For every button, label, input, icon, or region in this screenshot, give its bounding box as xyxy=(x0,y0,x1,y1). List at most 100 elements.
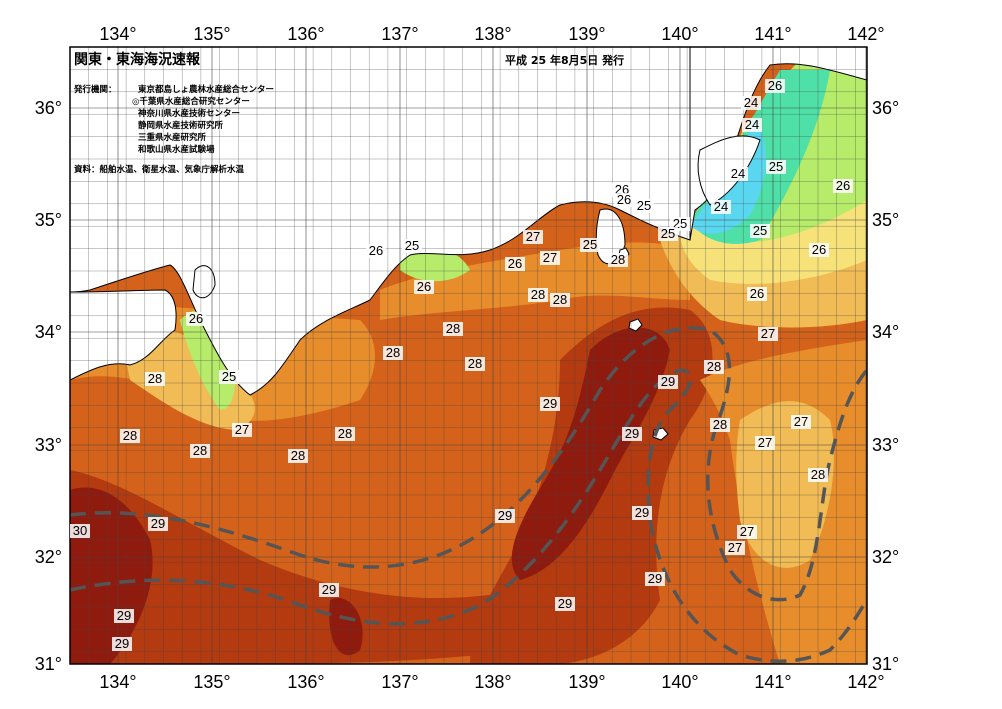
contour-label-bg xyxy=(540,397,560,411)
lat-tick-label: 31° xyxy=(872,654,899,674)
contour-label: 27 xyxy=(728,540,742,555)
contour-label-bg xyxy=(70,524,90,538)
contour-label: 25 xyxy=(583,237,597,252)
lon-tick-label: 138° xyxy=(474,672,511,692)
contour-label-bg xyxy=(632,506,652,520)
contour-label-bg xyxy=(550,293,570,307)
contour-label-bg xyxy=(523,230,543,244)
contour-label-bg xyxy=(495,509,515,523)
contour-label-bg xyxy=(465,357,485,371)
contour-label: 28 xyxy=(386,345,400,360)
contour-label: 26 xyxy=(508,256,522,271)
lon-tick-label: 140° xyxy=(661,672,698,692)
contour-label: 28 xyxy=(811,467,825,482)
lon-tick-label: 140° xyxy=(661,24,698,44)
contour-label-bg xyxy=(555,597,575,611)
land-awaji xyxy=(192,265,216,299)
contour-label: 25 xyxy=(405,238,419,253)
issuer-label: 発行機関： xyxy=(73,84,117,95)
contour-label: 27 xyxy=(761,326,775,341)
contour-label-bg xyxy=(747,287,767,301)
contour-label-bg xyxy=(319,583,339,597)
lon-tick-label: 141° xyxy=(754,672,791,692)
lon-tick-label: 142° xyxy=(847,24,884,44)
lat-tick-label: 36° xyxy=(872,98,899,118)
contour-label: 29 xyxy=(322,582,336,597)
lon-tick-label: 135° xyxy=(193,672,230,692)
contour-label-bg xyxy=(335,427,355,441)
contour-label-bg xyxy=(833,179,853,193)
island-miyake xyxy=(628,318,643,332)
contour-label: 26 xyxy=(836,178,850,193)
contour-label: 29 xyxy=(151,516,165,531)
contour-label: 28 xyxy=(338,426,352,441)
contour-label-bg xyxy=(614,193,634,207)
issuer-list: 東京都島しょ農林水産総合センター◎千葉県水産総合研究センター神奈川県水産技術セン… xyxy=(132,84,274,155)
lon-tick-label: 134° xyxy=(99,672,136,692)
lat-tick-label: 31° xyxy=(35,654,62,674)
contour-label: 25 xyxy=(753,223,767,238)
contour-label-bg xyxy=(809,243,829,257)
contour-label: 28 xyxy=(553,292,567,307)
contour-label: 29 xyxy=(625,426,639,441)
contour-label: 25 xyxy=(222,369,236,384)
lon-tick-label: 135° xyxy=(193,24,230,44)
longitude-labels-top: 134° 135° 136° 137° 138° 139° 140° 141° 142° xyxy=(99,24,884,44)
lon-tick-label: 134° xyxy=(99,24,136,44)
lon-tick-label: 137° xyxy=(381,24,418,44)
issuer-name: 和歌山県水産試験場 xyxy=(138,144,215,155)
issuer-name: 神奈川県水産技術センター xyxy=(138,108,240,119)
contour-label-bg xyxy=(728,167,748,181)
contour-label: 28 xyxy=(123,428,137,443)
contour-label-bg xyxy=(741,96,761,110)
contour-label-bg xyxy=(658,375,678,389)
contour-label-bg xyxy=(580,238,600,252)
contour-label-bg xyxy=(186,312,206,326)
contour-label: 27 xyxy=(758,435,772,450)
contour-label: 25 xyxy=(637,198,651,213)
contour-label: 29 xyxy=(498,508,512,523)
contour-label-bg xyxy=(112,637,132,651)
contour-label-bg xyxy=(114,609,134,623)
lon-tick-label: 137° xyxy=(381,672,418,692)
contour-label-bg xyxy=(608,253,628,267)
lon-tick-label: 136° xyxy=(287,24,324,44)
land-shikoku xyxy=(70,289,177,381)
contour-label-bg xyxy=(634,199,654,213)
contour-label: 26 xyxy=(768,78,782,93)
contour-label-bg xyxy=(704,360,724,374)
lon-tick-label: 139° xyxy=(568,672,605,692)
map-frame xyxy=(69,46,868,665)
contour-label: 29 xyxy=(543,396,557,411)
contour-label-bg xyxy=(711,200,731,214)
contour-label: 24 xyxy=(745,117,759,132)
contour-label: 27 xyxy=(794,414,808,429)
lon-tick-label: 139° xyxy=(568,24,605,44)
contour-label: 28 xyxy=(446,321,460,336)
contour-label: 24 xyxy=(731,166,745,181)
contour-label: 29 xyxy=(661,374,675,389)
contour-label: 28 xyxy=(713,417,727,432)
lat-tick-label: 32° xyxy=(872,547,899,567)
contour-label: 26 xyxy=(750,286,764,301)
contour-label: 29 xyxy=(117,608,131,623)
contour-label: 26 xyxy=(417,279,431,294)
latitude-labels-left: 36° 35° 34° 33° 32° 31° xyxy=(35,98,62,674)
contour-label: 26 xyxy=(369,243,383,258)
contour-label-bg xyxy=(120,429,140,443)
map-title: 関東・東海海況速報 xyxy=(74,51,201,68)
contour-label-bg xyxy=(658,227,678,241)
issuer-name: ◎千葉県水産総合研究センター xyxy=(132,96,250,107)
contour-label-bg xyxy=(383,346,403,360)
issuer-name: 東京都島しょ農林水産総合センター xyxy=(138,84,274,95)
contour-label-bg xyxy=(765,79,785,93)
contour-label: 26 xyxy=(617,192,631,207)
contour-label: 25 xyxy=(769,159,783,174)
contour-label: 28 xyxy=(707,359,721,374)
contour-label: 25 xyxy=(661,226,675,241)
contour-label-bg xyxy=(710,418,730,432)
contour-label-bg xyxy=(540,251,560,265)
contour-label: 26 xyxy=(189,311,203,326)
latitude-labels-right: 36° 35° 34° 33° 32° 31° xyxy=(872,98,899,674)
kuroshio-line-outer xyxy=(70,368,867,663)
